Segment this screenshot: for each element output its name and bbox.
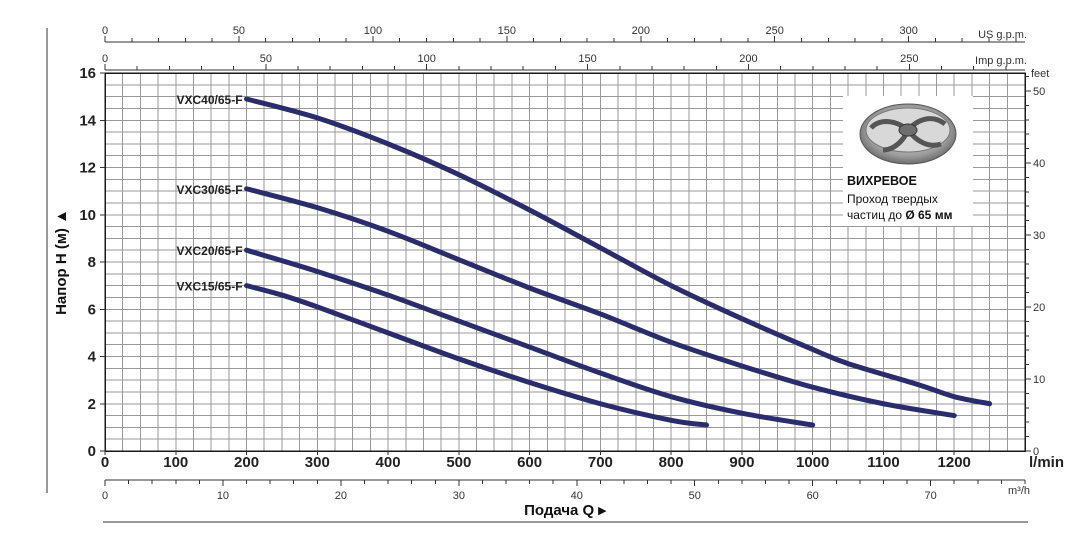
x-tick-label: 500 [446, 454, 471, 471]
x-tick-label: 1100 [867, 454, 900, 471]
series-label-VXC15/65-F: VXC15/65-F [177, 280, 243, 294]
y-tick-label: 16 [79, 65, 96, 82]
y-tick-label: 4 [88, 349, 97, 366]
m3h-axis-label: 40 [571, 490, 583, 502]
feet-label: 30 [1033, 230, 1045, 242]
x-tick-label: 0 [101, 454, 109, 471]
imp-gpm-axis-label: 200 [739, 53, 757, 65]
imp-gpm-axis-unit: Imp g.p.m. [975, 55, 1027, 67]
us-gpm-axis-label: 100 [364, 25, 382, 37]
imp-gpm-axis-label: 0 [102, 53, 108, 65]
imp-gpm-axis-label: 150 [578, 53, 596, 65]
y-tick-label: 2 [88, 396, 96, 413]
info-title: ВИХРЕВОЕ [847, 174, 917, 188]
x-tick-label: 300 [305, 454, 330, 471]
m3h-axis-label: 60 [807, 490, 819, 502]
y-tick-label: 10 [79, 207, 96, 224]
feet-label: 10 [1033, 374, 1045, 386]
feet-unit: feet [1031, 68, 1049, 80]
feet-label: 20 [1033, 302, 1045, 314]
series-curve-VXC20/65-F [244, 247, 816, 428]
feet-label: 50 [1033, 86, 1045, 98]
impeller-icon [859, 103, 957, 165]
series-labels: VXC40/65-F VXC30/65-F VXC20/65-F VXC15/65-F [177, 93, 243, 294]
us-gpm-axis-label: 150 [498, 25, 516, 37]
series-label-VXC40/65-F: VXC40/65-F [177, 93, 243, 107]
us-gpm-axis-unit: US g.p.m. [978, 29, 1027, 41]
x-tick-label: 1000 [796, 454, 829, 471]
info-line-2: частиц до Ø 65 мм [847, 208, 952, 222]
us-gpm-axis-label: 50 [233, 25, 245, 37]
m3h-axis-label: 10 [217, 490, 229, 502]
imp-gpm-axis-label: 250 [900, 53, 918, 65]
x-tick-label: 1200 [938, 454, 971, 471]
x-tick-label: 100 [163, 454, 188, 471]
x-tick-label: 700 [588, 454, 613, 471]
us-gpm-axis-label: 200 [632, 25, 650, 37]
y-tick-label: 0 [88, 443, 96, 460]
m3h-axis-unit: m³/h [1008, 485, 1030, 497]
y-tick-label: 8 [88, 254, 96, 271]
info-line-1: Проход твердых [847, 192, 938, 206]
x-axis-title: Подача Q ▸ [524, 502, 607, 519]
m3h-axis-label: 0 [102, 490, 108, 502]
imp-gpm-axis-label: 100 [418, 53, 436, 65]
x-tick-label: 900 [729, 454, 754, 471]
feet-label: 40 [1033, 158, 1045, 170]
series-label-VXC20/65-F: VXC20/65-F [177, 244, 243, 258]
x-tick-label: 800 [659, 454, 684, 471]
series-curve-VXC30/65-F [244, 186, 957, 419]
info-line-2-value: Ø 65 мм [905, 208, 953, 222]
feet-label: 0 [1033, 446, 1039, 458]
m3h-axis-label: 70 [925, 490, 937, 502]
info-line-2-prefix: частиц до [847, 208, 906, 222]
imp-gpm-axis-label: 50 [260, 53, 272, 65]
impeller-info-box: ВИХРЕВОЕ Проход твердых частиц до Ø 65 м… [843, 96, 973, 226]
x-tick-label: 600 [517, 454, 542, 471]
x-unit-label: l/min [1029, 454, 1064, 471]
series-curve-VXC40/65-F [244, 96, 993, 407]
y-tick-label: 6 [88, 301, 96, 318]
series-label-VXC30/65-F: VXC30/65-F [177, 183, 243, 197]
series-curves [244, 96, 993, 428]
us-gpm-axis-label: 250 [766, 25, 784, 37]
x-tick-label: 200 [234, 454, 259, 471]
series-curve-VXC15/65-F [244, 283, 710, 428]
y-tick-label: 12 [79, 160, 96, 177]
m3h-axis-label: 20 [335, 490, 347, 502]
us-gpm-axis-label: 0 [102, 25, 108, 37]
m3h-axis-label: 50 [689, 490, 701, 502]
y-axis-title: Напор H (м) ▲ [53, 209, 70, 315]
us-gpm-axis-label: 300 [899, 25, 917, 37]
x-tick-label: 400 [376, 454, 401, 471]
grid [105, 73, 1025, 451]
m3h-axis-label: 30 [453, 490, 465, 502]
y-tick-label: 14 [79, 112, 96, 129]
